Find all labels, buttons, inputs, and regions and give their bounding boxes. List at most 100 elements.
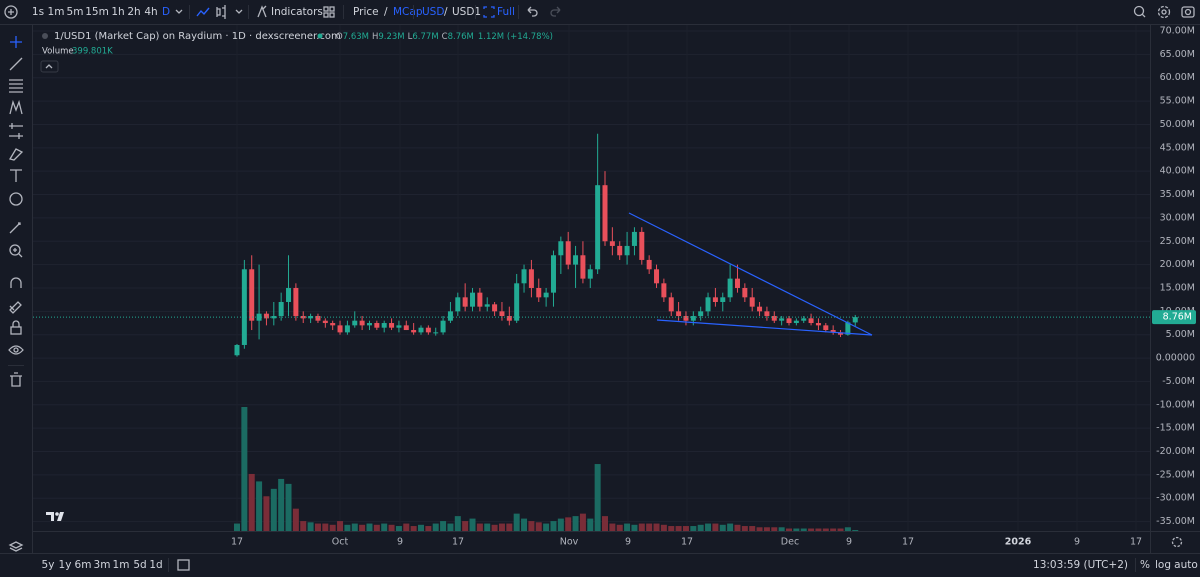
candle-body: [631, 231, 637, 246]
volume-bar: [322, 523, 329, 531]
candle-body: [263, 313, 269, 319]
indicators-icon[interactable]: [257, 5, 267, 18]
volume-bar: [248, 473, 255, 531]
measure-tool[interactable]: [9, 222, 21, 234]
auto-toggle[interactable]: auto: [1174, 559, 1198, 571]
usd1-toggle[interactable]: USD1: [452, 6, 481, 18]
range-button[interactable]: 5d: [133, 559, 146, 571]
collapse-legend[interactable]: [40, 60, 59, 73]
log-toggle[interactable]: log: [1155, 559, 1171, 571]
drawing-mode-tool[interactable]: [9, 301, 22, 314]
change: 1.12M (+14.78%): [478, 32, 553, 42]
text-tool[interactable]: [10, 169, 22, 182]
full-button[interactable]: Full: [497, 6, 515, 18]
percent-toggle[interactable]: %: [1140, 559, 1150, 571]
range-button[interactable]: 1d: [149, 559, 162, 571]
prediction-tool[interactable]: [9, 123, 23, 139]
trash-tool[interactable]: [10, 372, 22, 387]
range-button[interactable]: 6m: [75, 559, 92, 571]
candle-body: [698, 311, 704, 317]
volume-bar: [749, 526, 756, 531]
chart-chevron[interactable]: [235, 9, 243, 14]
candle-body: [337, 325, 343, 333]
volume-bar: [337, 521, 344, 531]
candle-chart-icon[interactable]: [216, 5, 226, 19]
magnet-tool[interactable]: [10, 277, 22, 288]
add-symbol-icon[interactable]: [4, 5, 18, 19]
lock-shackle: [12, 320, 20, 327]
candle-body: [308, 316, 314, 319]
ohlc-key: O: [336, 32, 343, 42]
axis-settings[interactable]: [1171, 536, 1183, 548]
interval-button[interactable]: 2h: [127, 6, 140, 18]
interval-button[interactable]: 1h: [111, 6, 124, 18]
range-button[interactable]: 3m: [94, 559, 111, 571]
trendline[interactable]: [656, 319, 873, 336]
hide-tool[interactable]: [8, 345, 24, 355]
candle-body: [322, 320, 328, 324]
y-tick-label: 35.00M: [1160, 189, 1195, 200]
line-chart-icon[interactable]: [196, 7, 210, 17]
ohlc-value: 7.63M: [343, 32, 369, 42]
interval-button[interactable]: D: [162, 6, 170, 18]
x-tick-label: Nov: [560, 537, 579, 548]
range-button[interactable]: 1y: [59, 559, 72, 571]
candle-body: [838, 332, 844, 335]
x-tick-label: 17: [1130, 537, 1142, 548]
volume-bar: [837, 528, 844, 531]
fib-tool[interactable]: [9, 79, 23, 93]
interval-button[interactable]: 1s: [32, 6, 44, 18]
brush-tool[interactable]: [8, 148, 24, 161]
snapshot-icon[interactable]: [1181, 6, 1195, 18]
usd-toggle[interactable]: USD: [422, 6, 444, 18]
ohlc-key: L: [408, 32, 413, 42]
candle-body: [433, 332, 439, 334]
crosshair-tool[interactable]: [10, 36, 22, 48]
interval-button[interactable]: 1m: [48, 6, 65, 18]
volume-bar: [285, 483, 292, 531]
candle-body: [830, 330, 836, 333]
ohlc-values: O7.63M H9.23M L6.77M C8.76M 1.12M (+14.78%): [336, 32, 553, 42]
volume-bar: [381, 523, 388, 531]
full-icon[interactable]: [483, 6, 495, 18]
object-tree-icon[interactable]: [8, 541, 24, 552]
candle-body: [823, 325, 829, 331]
range-button[interactable]: 1m: [113, 559, 130, 571]
y-tick-label: 25.00M: [1160, 236, 1195, 247]
zoom-tool[interactable]: [9, 244, 21, 256]
search-icon[interactable]: [1133, 5, 1145, 17]
range-button[interactable]: 5y: [42, 559, 55, 571]
left-toolbar: [8, 36, 24, 552]
trendline-tool[interactable]: [9, 57, 23, 71]
candle-body: [514, 283, 520, 321]
undo-icon[interactable]: [527, 6, 538, 17]
emoji-tool[interactable]: [9, 192, 23, 206]
volume-bar: [778, 527, 785, 531]
volume-bar: [292, 508, 299, 531]
goto-date-icon[interactable]: [177, 559, 190, 571]
layout-icon[interactable]: [323, 6, 329, 12]
volume-bar: [808, 528, 815, 531]
pattern-tool[interactable]: [9, 99, 23, 115]
interval-chevron[interactable]: [175, 9, 183, 14]
interval-button[interactable]: 15m: [85, 6, 109, 18]
clock[interactable]: 13:03:59 (UTC+2): [1033, 559, 1128, 571]
price-toggle[interactable]: Price: [353, 6, 379, 18]
candle-body: [528, 269, 534, 288]
volume-bar: [734, 524, 741, 531]
volume-bar: [844, 527, 851, 531]
interval-button[interactable]: 5m: [67, 6, 84, 18]
candle-body: [595, 185, 601, 270]
indicators-button[interactable]: Indicators: [271, 6, 323, 18]
logo-part: [55, 512, 59, 516]
candle-body: [801, 318, 807, 321]
y-tick-label: 65.00M: [1160, 49, 1195, 60]
redo-icon[interactable]: [550, 6, 561, 17]
interval-button[interactable]: 4h: [144, 6, 157, 18]
x-tick-label: 2026: [1005, 537, 1032, 548]
settings-icon[interactable]: [1157, 5, 1171, 19]
candle-body: [793, 320, 799, 324]
trendline[interactable]: [628, 212, 873, 336]
lock-tool[interactable]: [10, 326, 22, 335]
mcap-toggle[interactable]: MCap: [393, 6, 423, 18]
